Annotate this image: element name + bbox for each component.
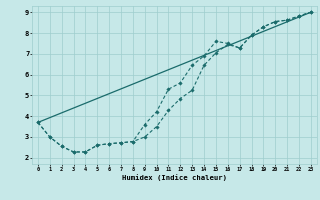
X-axis label: Humidex (Indice chaleur): Humidex (Indice chaleur) <box>122 174 227 181</box>
